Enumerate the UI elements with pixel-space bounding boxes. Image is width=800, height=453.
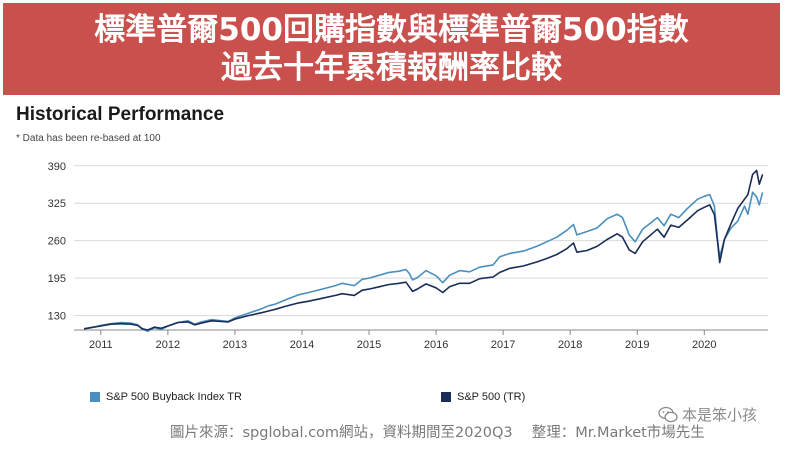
wechat-icon: [658, 406, 678, 422]
legend-item-buyback: S&P 500 Buyback Index TR: [90, 391, 242, 403]
banner-title-line-2: 過去十年累積報酬率比較: [221, 50, 562, 86]
banner-title-line-1: 標準普爾500回購指數與標準普爾500指數: [94, 12, 689, 48]
x-tick-label: 2012: [156, 339, 180, 351]
source-caption: 圖片來源：spglobal.com網站，資料期間至2020Q3 整理：Mr.Ma…: [170, 425, 705, 441]
x-tick-label: 2015: [357, 339, 381, 351]
legend-swatch-sp500: [441, 392, 451, 402]
x-tick-label: 2011: [89, 339, 113, 351]
legend-item-sp500: S&P 500 (TR): [441, 391, 525, 403]
y-tick-label: 130: [48, 311, 66, 323]
x-tick-label: 2016: [424, 339, 448, 351]
y-tick-label: 260: [48, 236, 66, 248]
x-tick-label: 2017: [491, 339, 515, 351]
title-banner: 標準普爾500回購指數與標準普爾500指數 過去十年累積報酬率比較: [3, 3, 780, 95]
chart-title: Historical Performance: [16, 104, 225, 125]
x-tick-label: 2013: [223, 339, 247, 351]
legend-label-sp500: S&P 500 (TR): [457, 391, 526, 403]
series-line-sp500: [83, 169, 764, 331]
y-tick-label: 325: [48, 198, 66, 210]
x-tick-label: 2020: [692, 339, 716, 351]
y-tick-label: 195: [48, 273, 66, 285]
watermark-text: 本是笨小孩: [682, 406, 758, 424]
x-tick-label: 2014: [290, 339, 314, 351]
legend-swatch-buyback: [90, 392, 100, 402]
watermark: 本是笨小孩: [658, 404, 757, 425]
legend-label-buyback: S&P 500 Buyback Index TR: [106, 391, 242, 403]
chart-note: * Data has been re-based at 100: [16, 133, 161, 144]
y-tick-label: 390: [48, 161, 66, 173]
series-line-buyback: [83, 191, 764, 332]
x-tick-label: 2019: [625, 339, 649, 351]
x-tick-label: 2018: [558, 339, 582, 351]
